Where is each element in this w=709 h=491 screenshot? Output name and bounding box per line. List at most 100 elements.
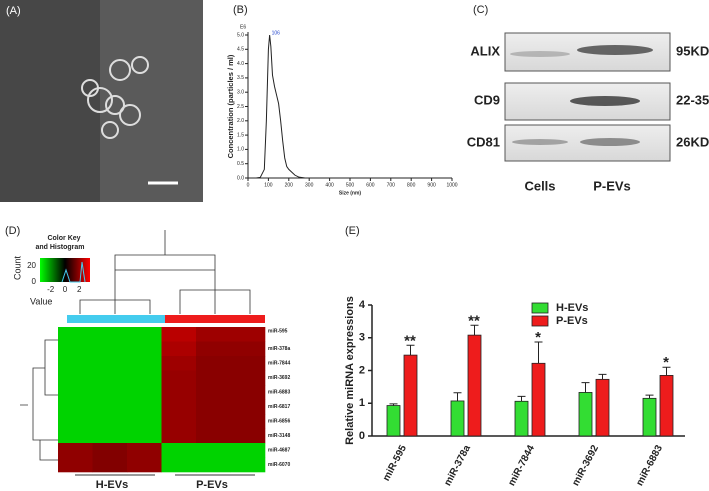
y-label: Relative miRNA expressions (344, 296, 356, 445)
panel-label: (D) (5, 225, 20, 237)
heatmap-cell (127, 428, 162, 444)
bar (467, 334, 482, 437)
heatmap-cell (196, 443, 231, 458)
unit-label: E6 (240, 24, 246, 30)
y-tick-label: 0.5 (237, 161, 244, 167)
peak-label: 106 (272, 30, 281, 36)
heatmap-cell (58, 341, 93, 357)
gene-label: miR-3148 (268, 433, 290, 439)
x-label: Size (nm) (339, 190, 362, 196)
y-tick-label: 4 (359, 299, 366, 311)
heatmap-cell (161, 356, 197, 371)
key-ylabel: Count (12, 256, 22, 281)
significance: ** (468, 312, 480, 329)
gene-label: miR-595 (268, 329, 288, 335)
panel-label: (E) (345, 225, 360, 237)
heatmap-cell (58, 370, 93, 386)
heatmap-cell (230, 385, 266, 400)
size-label: 22-35KD (676, 92, 709, 107)
y-tick-label: 4.0 (237, 61, 244, 67)
heatmap-cell (92, 457, 128, 473)
heatmap-cell (196, 457, 231, 473)
dendrogram (20, 230, 251, 461)
x-tick-label: 700 (387, 182, 396, 188)
bar (595, 378, 610, 437)
error-bar (406, 344, 415, 356)
error-bar (517, 395, 526, 402)
size-label: 26KD (676, 134, 709, 149)
bar (514, 400, 529, 437)
heatmap-cell (161, 443, 197, 458)
bar (659, 375, 674, 437)
heatmap-cell (58, 399, 93, 415)
group-label: P-EVs (196, 479, 228, 491)
legend-label: H-EVs (556, 302, 588, 314)
y-label: Concentration (particles / ml) (226, 54, 235, 158)
heatmap-cell (196, 385, 231, 400)
x-tick-label: miR-378a (442, 443, 473, 488)
heatmap-cell (92, 385, 128, 400)
x-tick-label: 400 (325, 182, 334, 188)
panel-label: (B) (233, 4, 248, 16)
bar (386, 405, 401, 437)
heatmap-cell (92, 356, 128, 371)
x-tick-label: 300 (305, 182, 314, 188)
x-tick-label: 900 (427, 182, 436, 188)
y-tick-label: 1.0 (237, 147, 244, 153)
color-key (40, 258, 90, 282)
error-bar (453, 392, 462, 401)
heatmap-cell (127, 443, 162, 458)
significance: * (663, 354, 669, 371)
key-title-line: and Histogram (35, 244, 84, 251)
heatmap-cell (92, 327, 128, 342)
heatmap-cell (161, 428, 197, 444)
gene-label: miR-378a (268, 346, 290, 352)
protein-label: CD9 (474, 92, 500, 107)
error-bar (581, 382, 590, 393)
y-tick-label: 2.0 (237, 118, 244, 124)
size-label: 95KD (676, 43, 709, 58)
bar (450, 400, 465, 437)
x-tick-label: 0 (247, 182, 250, 188)
y-tick-label: 5.0 (237, 32, 244, 38)
x-tick-label: 200 (285, 182, 294, 188)
heatmap-cell (196, 370, 231, 386)
significance: ** (404, 332, 416, 349)
heatmap-cell (161, 457, 197, 473)
protein-label: ALIX (470, 43, 500, 58)
key-x-tick: -2 (47, 285, 55, 294)
panel-label: (C) (473, 4, 488, 16)
significance: * (535, 329, 541, 346)
heatmap-cell (58, 414, 93, 429)
heatmap-cell (196, 356, 231, 371)
group-bar (67, 315, 165, 323)
error-bar (645, 394, 654, 399)
heatmap-cell (230, 327, 266, 342)
heatmap-cell (58, 443, 93, 458)
gene-label: miR-4687 (268, 448, 290, 454)
gene-label: miR-6817 (268, 404, 290, 410)
group-label: H-EVs (96, 479, 128, 491)
y-tick-label: 4.5 (237, 47, 244, 53)
gene-label: miR-6856 (268, 419, 290, 425)
x-tick-label: miR-6883 (634, 443, 665, 488)
heatmap-cell (230, 356, 266, 371)
y-tick-label: 1.5 (237, 132, 244, 138)
bar (578, 392, 593, 437)
lane-label: P-EVs (593, 178, 631, 193)
y-tick-label: 3.0 (237, 90, 244, 96)
x-tick-label: 600 (366, 182, 375, 188)
heatmap-cell (230, 443, 266, 458)
heatmap-cell (196, 414, 231, 429)
heatmap-cell (127, 370, 162, 386)
heatmap-cell (161, 399, 197, 415)
heatmap-cell (230, 428, 266, 444)
x-tick-label: miR-3692 (570, 443, 601, 488)
group-bar (165, 315, 265, 323)
heatmap-cell (58, 457, 93, 473)
gene-label: miR-6070 (268, 462, 290, 468)
heatmap-cell (196, 399, 231, 415)
key-y-tick: 20 (27, 261, 36, 270)
key-histogram (61, 261, 86, 283)
